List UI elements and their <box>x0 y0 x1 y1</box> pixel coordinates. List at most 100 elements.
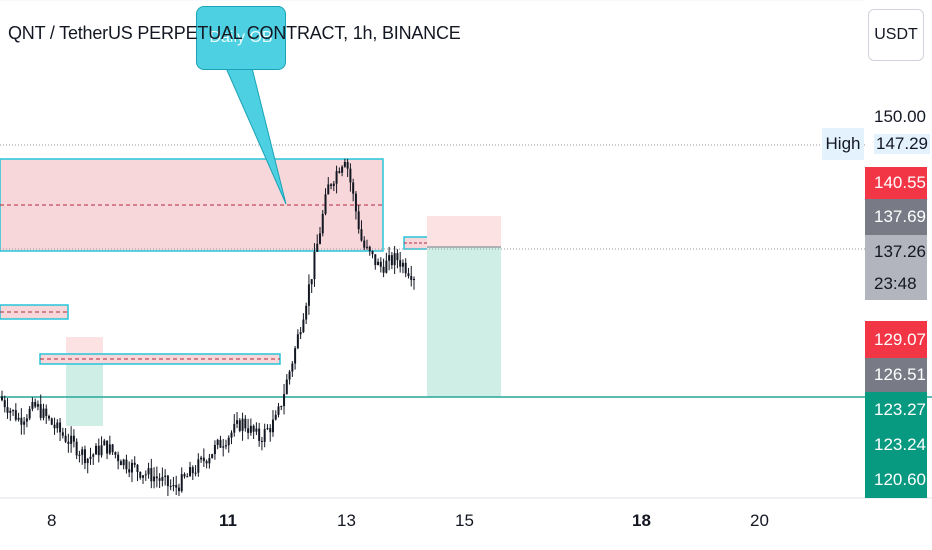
time-tick-18: 18 <box>632 511 651 530</box>
candle-body <box>103 440 106 446</box>
candle-body <box>189 467 192 477</box>
candle-body <box>39 404 42 418</box>
candle-body <box>144 474 147 476</box>
candle-body <box>42 408 45 418</box>
candle-body <box>219 439 222 448</box>
candle-body <box>72 435 75 442</box>
candle-body <box>197 459 200 473</box>
candle-body <box>332 183 335 186</box>
candle-body <box>252 425 255 432</box>
daily-ob-callout[interactable]: Daily OB <box>196 6 286 70</box>
candle-body <box>86 458 89 464</box>
candle-body <box>166 475 169 487</box>
candle-body <box>128 469 131 473</box>
candle-body <box>296 334 299 349</box>
candle-body <box>211 454 214 458</box>
currency-button[interactable]: USDT <box>868 9 924 61</box>
candle-body <box>238 420 241 431</box>
candle-body <box>100 445 103 456</box>
candle-body <box>260 440 263 442</box>
time-tick-20: 20 <box>750 511 769 530</box>
candle-body <box>343 162 346 167</box>
candle-body <box>213 445 216 455</box>
candle-body <box>147 468 150 475</box>
candle-body <box>1 396 3 401</box>
candle-body <box>363 240 366 248</box>
left-ob-zone <box>0 304 69 320</box>
candle-body <box>224 445 227 447</box>
candle-body <box>401 262 404 267</box>
candle-body <box>222 446 225 448</box>
candle-body <box>404 262 407 274</box>
candle-body <box>186 476 189 478</box>
candle-body <box>95 445 98 455</box>
candle-body <box>285 379 288 395</box>
high-value: 147.29 <box>874 134 930 154</box>
candle-body <box>155 476 158 479</box>
candle-body <box>291 363 294 372</box>
price-tag-137-69: 137.69 <box>865 199 927 235</box>
candle-body <box>385 260 388 273</box>
position-target-zone <box>427 247 501 397</box>
candle-body <box>125 459 128 470</box>
candle-body <box>164 475 167 477</box>
candle-body <box>255 428 258 432</box>
candle-body <box>277 406 280 415</box>
time-tick-11: 11 <box>219 511 237 530</box>
candle-body <box>61 432 64 436</box>
candle-body <box>227 437 230 446</box>
price-tag-137-26: 137.26 <box>865 235 927 268</box>
candle-body <box>249 425 252 433</box>
candle-body <box>53 424 56 429</box>
candle-body <box>280 406 283 408</box>
price-tick-top: 150.00 <box>874 107 926 126</box>
price-tag-countdown: 23:48 <box>865 268 927 300</box>
candle-body <box>114 452 117 455</box>
chart-title: QNT / TetherUS PERPETUAL CONTRACT, 1h, B… <box>8 23 461 43</box>
candle-body <box>310 279 313 285</box>
candle-body <box>14 410 17 420</box>
candle-body <box>64 435 67 442</box>
candle-body <box>28 408 31 419</box>
candle-body <box>230 432 233 438</box>
candle-body <box>263 429 266 442</box>
candle-body <box>25 418 28 422</box>
candles <box>1 158 415 497</box>
candle-body <box>241 418 244 431</box>
candle-body <box>368 246 371 252</box>
candle-body <box>169 486 172 488</box>
candle-body <box>299 332 302 335</box>
candle-body <box>9 410 12 413</box>
candle-body <box>390 255 393 266</box>
price-tag-129-07: 129.07 <box>865 321 927 358</box>
candle-body <box>175 484 178 488</box>
candle-body <box>318 233 321 244</box>
candle-body <box>31 401 34 409</box>
candle-body <box>274 414 277 420</box>
candle-body <box>34 401 37 407</box>
candle-body <box>48 416 51 419</box>
candle-body <box>177 487 180 492</box>
candle-body <box>92 454 95 457</box>
candle-body <box>388 255 391 261</box>
candle-body <box>6 407 9 413</box>
candle-body <box>371 251 374 255</box>
candle-body <box>269 428 272 433</box>
candle-body <box>153 476 156 482</box>
high-label: High <box>822 128 864 160</box>
candle-body <box>97 445 100 456</box>
candle-body <box>12 410 15 412</box>
candle-body <box>45 408 48 417</box>
candle-body <box>302 319 305 333</box>
candle-body <box>407 273 410 276</box>
candle-body <box>59 422 62 433</box>
candle-body <box>180 474 183 492</box>
candle-body <box>158 478 161 481</box>
candle-body <box>365 246 368 248</box>
candle-body <box>396 253 399 261</box>
candle-body <box>205 461 208 464</box>
candle-body <box>75 441 78 456</box>
candle-body <box>271 419 274 433</box>
candle-body <box>67 441 70 444</box>
